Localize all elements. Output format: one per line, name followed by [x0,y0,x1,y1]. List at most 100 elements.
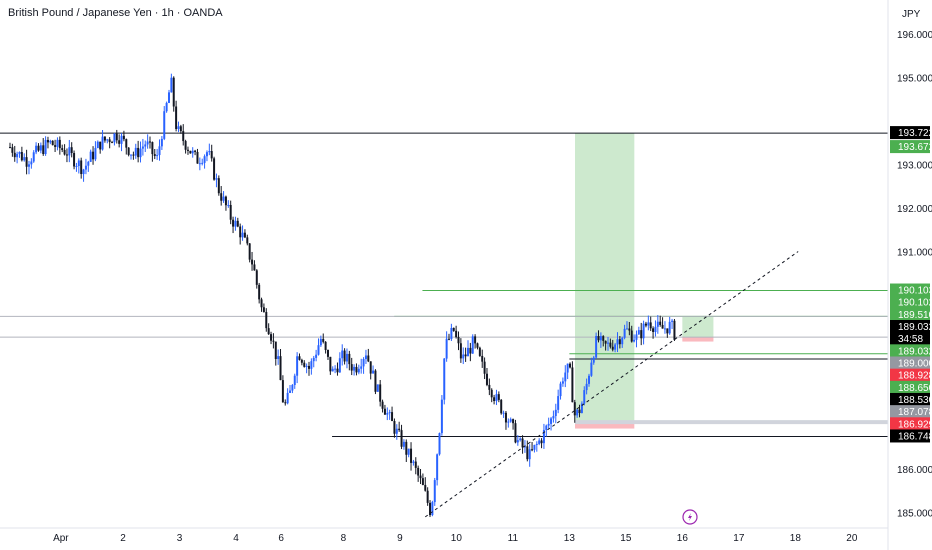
price-badge[interactable] [890,356,930,370]
price-badge[interactable] [890,332,930,346]
position-stop-zone[interactable] [575,422,635,429]
candle-body [571,367,574,403]
candle-body [210,151,213,159]
candle-body [459,343,462,359]
candle-body [94,147,97,160]
x-tick-label: 11 [508,533,519,544]
candle-body [9,147,11,149]
candle-body [296,356,299,376]
candle-body [122,135,125,140]
candle-body [569,363,572,368]
candle-body [488,384,491,390]
price-badge[interactable] [890,295,930,309]
price-badge[interactable] [890,307,930,321]
price-badge[interactable] [890,320,930,334]
candle-body [595,336,598,358]
price-badge-label: 189.000 [898,358,932,369]
candle-body [186,149,189,151]
price-badge-label: 190.103 [898,286,932,297]
candle-body [462,354,465,359]
candle-body [478,347,481,356]
price-badge[interactable] [890,126,930,140]
candle-body [448,338,451,340]
price-badge[interactable] [890,417,930,431]
candle-body [108,139,111,143]
price-badge[interactable] [890,344,930,358]
candle-body [213,158,216,180]
candle-body [246,237,249,244]
candle-body [182,131,185,142]
candle-body [379,384,382,402]
price-badge[interactable] [890,140,930,154]
candle-body [37,145,40,151]
currency-label: JPY [902,9,921,20]
candle-body [322,338,325,342]
candle-body [383,408,386,415]
candle-body [576,409,579,416]
trendline[interactable] [424,251,799,518]
y-tick-label: 192.000 [897,204,932,215]
position-profit-zone[interactable] [682,316,714,338]
candle-body [668,321,671,334]
position-profit-zone[interactable] [575,133,635,423]
candle-body [426,490,429,503]
candle-body [191,150,194,154]
candle-body [151,142,154,155]
candle-body [232,219,235,227]
price-badge[interactable] [890,405,930,419]
candle-body [23,157,26,161]
candle-body [243,232,246,238]
price-badge[interactable] [890,283,930,297]
price-badge[interactable] [890,429,930,443]
candle-body [331,368,334,372]
candle-body [663,328,666,330]
candle-body [167,92,170,103]
candle-body [156,155,159,157]
candle-body [424,484,427,491]
price-badge[interactable] [890,392,930,406]
candle-body [450,327,453,340]
candle-body [334,368,337,370]
candle-body [362,359,365,367]
price-badge[interactable] [890,380,930,394]
candle-body [258,284,261,300]
candle-body [184,141,187,150]
candle-body [504,412,507,423]
candle-body [265,311,268,329]
candle-body [519,438,522,441]
candle-body [341,350,344,359]
candle-body [540,440,543,444]
candle-body [92,151,95,160]
candle-body [65,154,68,156]
candle-body [625,328,628,330]
candle-body [538,440,541,444]
candle-body [497,394,500,400]
candle-body [310,361,313,369]
candle-body [70,147,73,154]
candle-body [103,136,106,141]
candle-body [236,220,239,227]
candle-body [89,151,92,162]
candle-body [376,384,379,392]
candle-body [286,392,289,404]
candle-body [32,152,35,162]
candle-body [229,204,232,220]
candle-body [113,133,116,143]
candle-body [557,396,560,410]
candle-body [160,138,163,147]
candle-body [35,145,38,153]
candle-body [516,440,519,443]
candle-body [357,368,360,373]
price-badge[interactable] [890,368,930,382]
candle-body [170,77,173,93]
candle-body [175,106,178,129]
candle-body [270,334,273,341]
position-stop-zone[interactable] [682,337,714,342]
candle-body [391,412,394,422]
candle-body [590,362,593,376]
lightning-icon[interactable] [682,509,698,525]
candle-body [452,327,455,331]
candle-body [201,162,204,164]
price-badge-label: 186.929 [898,419,932,430]
